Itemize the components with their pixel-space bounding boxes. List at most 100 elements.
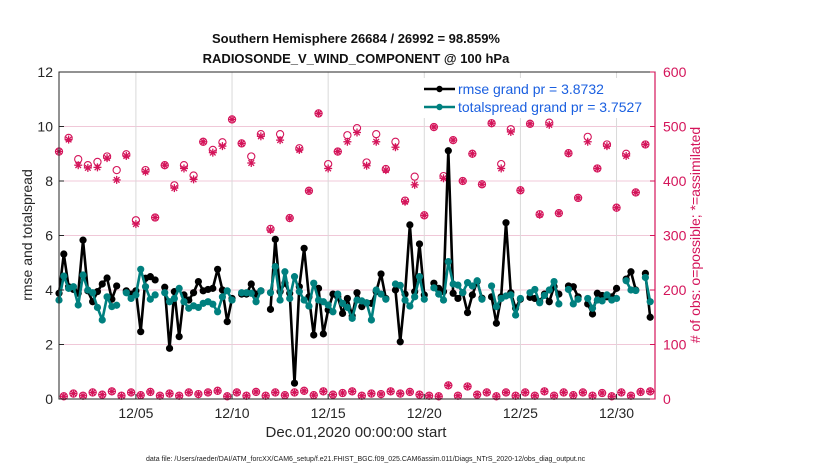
x-tick-label: 12/15 <box>311 405 346 421</box>
obs-assimilated-marker <box>213 386 222 395</box>
spread-point <box>512 311 520 319</box>
rmse-point <box>415 240 424 248</box>
obs-assimilated-marker <box>626 391 635 400</box>
spread-point <box>271 262 279 271</box>
obs-assimilated-marker <box>463 382 472 391</box>
obs-possible-marker <box>372 129 381 139</box>
rmse-point <box>194 277 202 286</box>
rmse-point <box>247 280 255 288</box>
rmse-point <box>588 310 597 318</box>
obs-assimilated-marker <box>237 139 246 148</box>
obs-assimilated-marker <box>530 391 539 400</box>
obs-assimilated-marker <box>583 137 592 146</box>
spread-point <box>343 303 351 312</box>
obs-assimilated-marker <box>256 132 265 141</box>
y-tick-label-left: 4 <box>45 282 53 298</box>
obs-assimilated-marker <box>381 166 390 175</box>
obs-assimilated-marker <box>550 391 559 400</box>
obs-assimilated-marker <box>184 388 193 397</box>
obs-assimilated-marker <box>482 388 491 397</box>
obs-assimilated-marker <box>396 389 405 398</box>
rmse-line <box>125 275 156 333</box>
rmse-point <box>300 244 308 252</box>
obs-assimilated-marker <box>646 387 655 396</box>
obs-assimilated-marker <box>290 388 299 397</box>
y-tick-label-right: 0 <box>663 391 671 407</box>
obs-assimilated-marker <box>497 164 506 173</box>
spread-point <box>223 287 231 295</box>
rmse-point <box>271 235 279 243</box>
spread-point <box>146 295 154 303</box>
obs-assimilated-marker <box>631 188 640 197</box>
series-lines <box>55 147 654 387</box>
spread-point <box>286 294 294 303</box>
obs-assimilated-marker <box>309 391 318 400</box>
spread-point <box>396 281 404 289</box>
obs-assimilated-marker <box>136 391 145 400</box>
spread-point <box>531 285 539 294</box>
rmse-point <box>463 309 472 317</box>
spread-point <box>151 291 159 299</box>
obs-assimilated-marker <box>204 388 212 397</box>
obs-assimilated-marker <box>353 128 361 137</box>
spread-point <box>305 302 313 310</box>
obs-assimilated-marker <box>535 210 544 219</box>
obs-assimilated-marker <box>333 147 342 156</box>
obs-assimilated-marker <box>429 123 438 132</box>
obs-assimilated-marker <box>473 390 482 399</box>
y-tick-label-left: 2 <box>45 337 53 353</box>
obs-assimilated-marker <box>362 161 371 170</box>
rmse-point <box>646 313 654 321</box>
data-file-caption: data file: /Users/raeder/DAI/ATM_forcXX/… <box>146 456 586 463</box>
rmse-point <box>113 282 121 290</box>
rmse-point <box>266 305 275 313</box>
spread-point <box>79 271 87 279</box>
spread-point <box>132 291 140 299</box>
obs-assimilated-marker <box>232 388 241 397</box>
obs-assimilated-marker <box>415 390 424 399</box>
spread-point <box>290 273 299 281</box>
rmse-point <box>612 284 621 292</box>
spread-point <box>550 277 558 286</box>
spread-point <box>276 296 284 304</box>
spread-point <box>478 295 486 303</box>
obs-assimilated-marker <box>93 163 102 172</box>
rmse-point <box>492 319 500 327</box>
rmse-point <box>151 276 159 284</box>
y-axis-label-left: rmse and totalspread <box>19 169 35 301</box>
rmse-point <box>214 265 222 273</box>
obs-assimilated-marker <box>271 388 280 397</box>
obs-assimilated-marker <box>617 388 626 397</box>
spread-point <box>555 300 563 308</box>
obs-assimilated-marker <box>338 389 347 398</box>
obs-assimilated-marker <box>228 115 237 124</box>
spread-point <box>507 291 515 299</box>
spread-point <box>348 314 356 322</box>
rmse-point <box>468 291 476 299</box>
obs-assimilated-marker <box>502 388 510 397</box>
spread-point <box>69 283 78 291</box>
rmse-point <box>545 298 553 306</box>
spread-point <box>612 294 621 303</box>
spread-point <box>430 284 438 292</box>
rmse-point <box>103 274 111 282</box>
obs-assimilated-marker <box>165 389 174 398</box>
obs-assimilated-marker <box>477 180 486 189</box>
obs-assimilated-marker <box>564 149 573 158</box>
spread-point <box>334 290 342 298</box>
obs-assimilated-marker <box>554 209 563 218</box>
obs-assimilated-marker <box>569 391 578 400</box>
obs-assimilated-marker <box>79 391 88 400</box>
spread-point <box>377 290 385 298</box>
spread-point <box>338 299 347 307</box>
spread-point <box>454 281 462 289</box>
obs-assimilated-marker <box>179 164 188 173</box>
obs-assimilated-marker <box>175 391 184 400</box>
rmse-point <box>353 289 361 297</box>
y-tick-label-left: 8 <box>45 173 53 189</box>
rmse-point <box>502 219 510 227</box>
rmse-point <box>209 284 217 292</box>
obs-assimilated-marker <box>189 175 198 184</box>
rmse-point <box>391 286 400 294</box>
spread-point <box>180 298 188 306</box>
